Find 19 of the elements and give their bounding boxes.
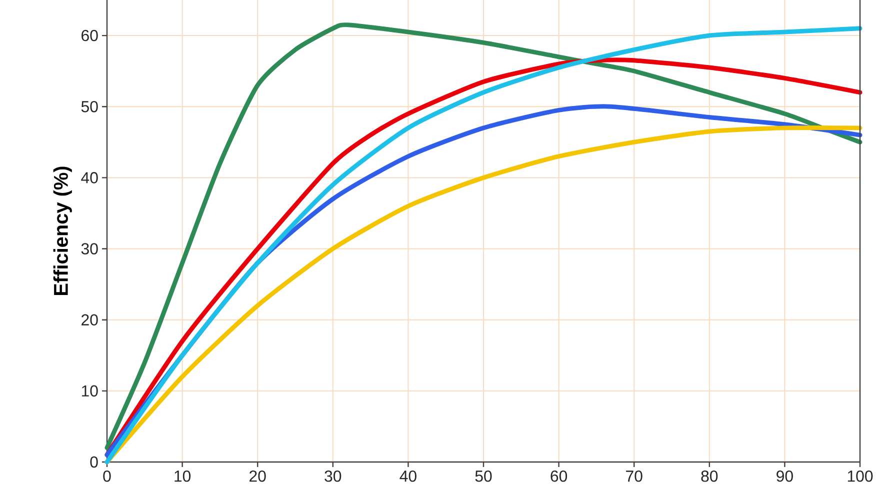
x-tick-label: 20 <box>250 470 266 482</box>
x-tick-label: 40 <box>400 470 416 482</box>
x-tick-label: 10 <box>174 470 191 482</box>
x-tick-label: 50 <box>475 470 492 482</box>
y-tick-label: 20 <box>82 314 98 326</box>
x-tick-label: 30 <box>324 470 342 482</box>
x-tick-label: 60 <box>550 470 568 482</box>
x-tick-label: 70 <box>626 470 642 482</box>
y-tick-label: 30 <box>81 243 98 254</box>
x-tick-label: 0 <box>103 470 111 482</box>
y-tick-label: 50 <box>81 100 98 112</box>
y-axis-title: Efficiency (%) <box>53 166 72 295</box>
x-tick-label: 100 <box>848 470 873 482</box>
y-tick-label: 0 <box>90 456 98 468</box>
y-tick-label: 10 <box>82 385 98 397</box>
y-tick-label: 40 <box>81 172 98 184</box>
x-tick-label: 90 <box>776 470 793 482</box>
x-tick-label: 80 <box>701 470 718 482</box>
y-tick-label: 60 <box>82 30 98 42</box>
